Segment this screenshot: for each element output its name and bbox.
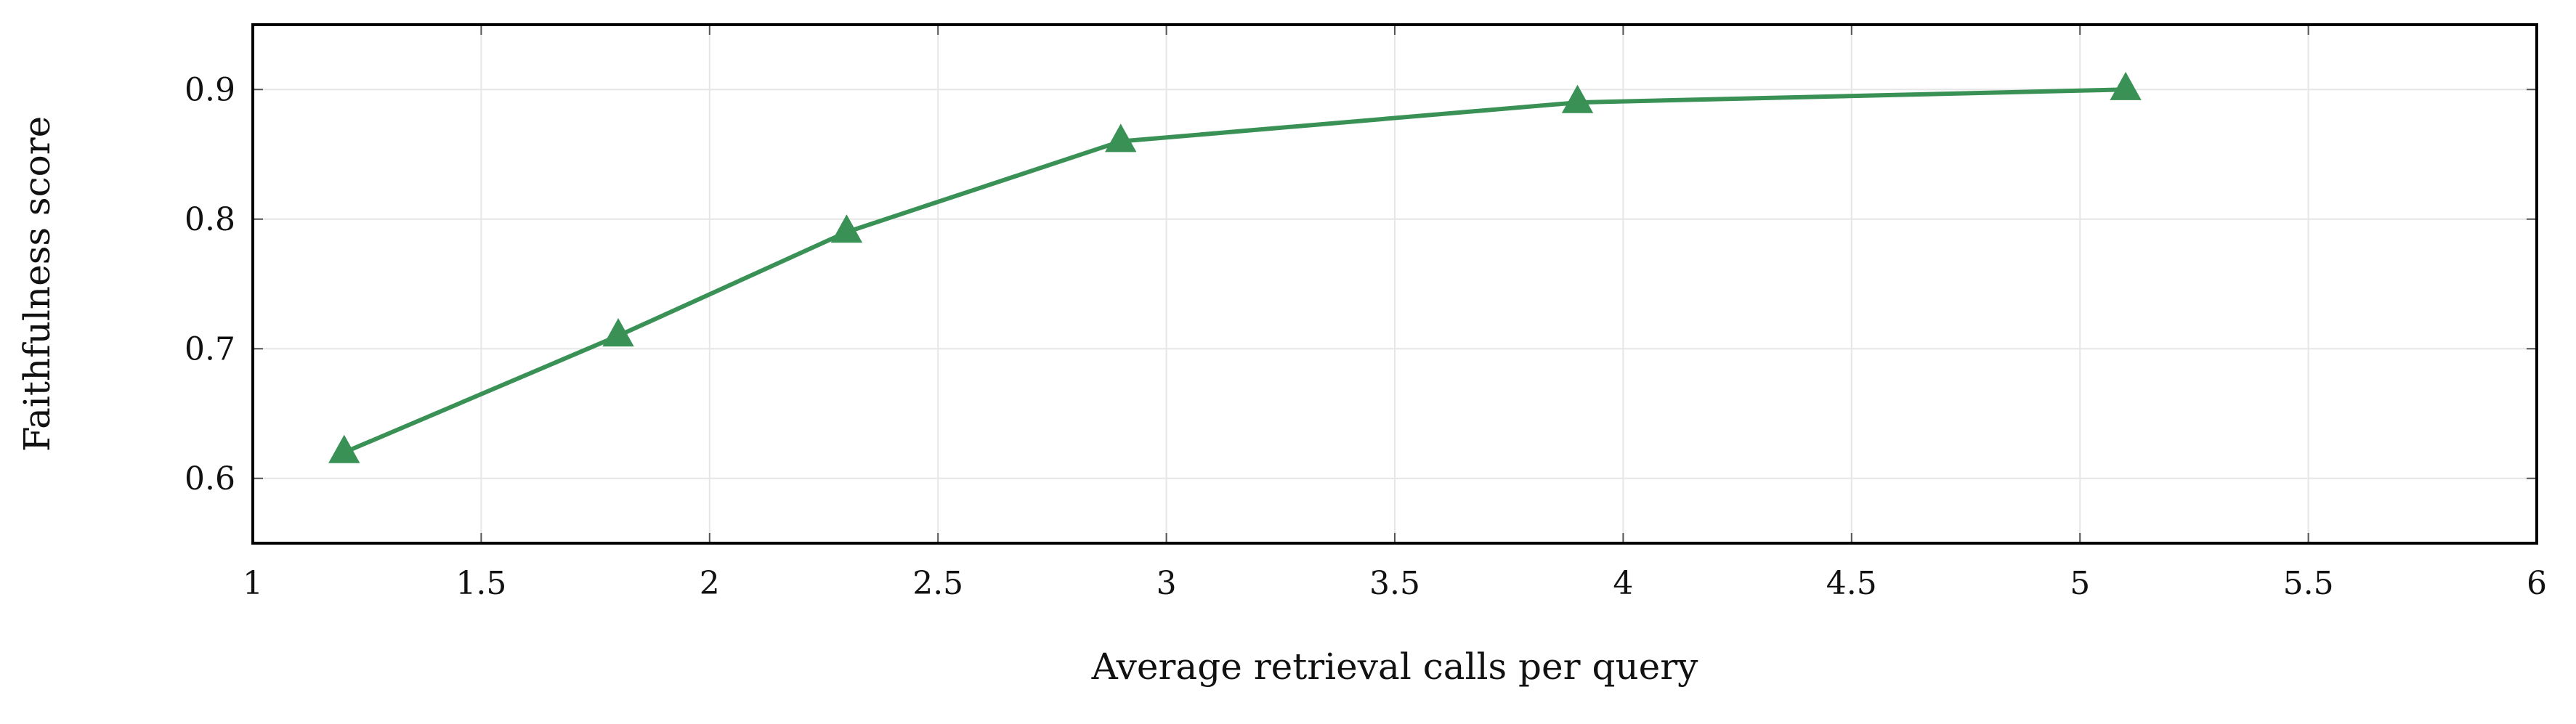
x-tick-label: 5 bbox=[2070, 565, 2090, 602]
data-point-marker bbox=[830, 214, 863, 243]
y-tick-label: 0.8 bbox=[185, 201, 235, 238]
data-point-marker bbox=[2110, 71, 2142, 100]
x-tick-label: 3 bbox=[1157, 565, 1177, 602]
x-tick-label: 6 bbox=[2527, 565, 2547, 602]
x-tick-label: 3.5 bbox=[1369, 565, 1420, 602]
x-tick-label: 2.5 bbox=[912, 565, 963, 602]
x-tick-label: 2 bbox=[700, 565, 720, 602]
x-tick-label: 4 bbox=[1613, 565, 1633, 602]
series-line bbox=[341, 87, 2129, 455]
data-point-marker bbox=[1105, 123, 1137, 152]
x-tick-label: 5.5 bbox=[2283, 565, 2334, 602]
series-layer bbox=[328, 71, 2142, 463]
plot-frame bbox=[251, 23, 2538, 545]
data-point-marker bbox=[1561, 84, 1594, 113]
grid bbox=[253, 25, 2537, 543]
x-tick-label: 4.5 bbox=[1826, 565, 1877, 602]
x-tick-label: 1.5 bbox=[455, 565, 506, 602]
x-axis-title: Average retrieval calls per query bbox=[1091, 646, 1699, 688]
data-point-marker bbox=[328, 434, 360, 463]
y-tick-label: 0.6 bbox=[185, 460, 235, 497]
data-point-marker bbox=[602, 318, 634, 347]
y-tick-label: 0.7 bbox=[185, 330, 235, 367]
x-tick-label: 1 bbox=[243, 565, 263, 602]
tick-labels: 1 1.5 2 2.5 3 3.5 4 4.5 5 5.5 6 0.6 0.7 0.8 0.9 bbox=[185, 71, 2547, 602]
y-axis-title: Faithfulness score bbox=[16, 116, 58, 452]
y-tick-label: 0.9 bbox=[185, 71, 235, 108]
